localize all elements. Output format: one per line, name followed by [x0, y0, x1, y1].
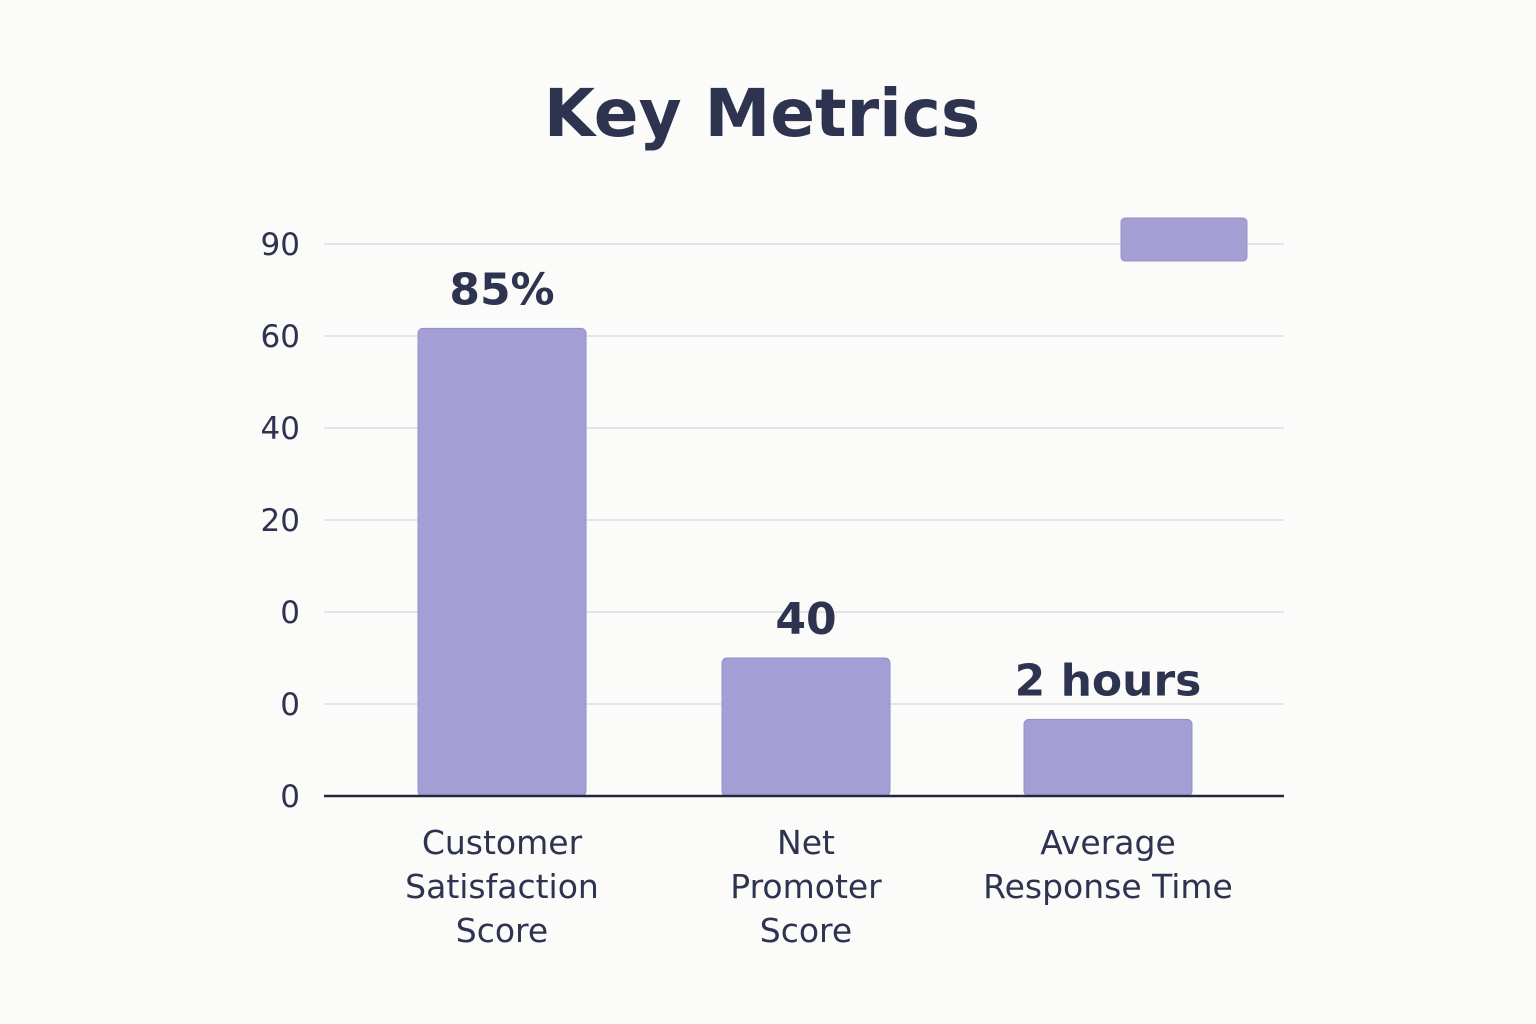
data-label: 40 — [775, 594, 836, 645]
chart-title: Key Metrics — [544, 75, 980, 152]
category-labels: Customer Satisfaction Score Net Promoter Scor… — [405, 823, 1233, 950]
category-label: Customer Satisfaction Score — [405, 823, 599, 950]
y-tick-label: 0 — [280, 595, 300, 631]
bar — [417, 327, 587, 797]
y-tick-label: 40 — [261, 411, 300, 447]
data-label: 85% — [449, 264, 554, 315]
y-tick-label: 0 — [280, 687, 300, 723]
bar — [1023, 718, 1193, 797]
y-tick-label: 20 — [261, 503, 300, 539]
data-label: 2 hours — [1015, 655, 1202, 706]
bar — [721, 657, 891, 797]
data-labels: 85% 40 2 hours — [449, 264, 1201, 706]
y-axis-ticks: 0 0 0 20 40 60 90 — [261, 227, 300, 815]
bars — [417, 327, 1193, 797]
y-tick-label: 90 — [261, 227, 300, 263]
category-label: Average Response Time — [983, 823, 1233, 906]
category-label: Net Promoter Score — [730, 823, 882, 950]
y-tick-label: 0 — [280, 779, 300, 815]
y-tick-label: 60 — [261, 319, 300, 355]
legend-swatch — [1120, 217, 1248, 262]
